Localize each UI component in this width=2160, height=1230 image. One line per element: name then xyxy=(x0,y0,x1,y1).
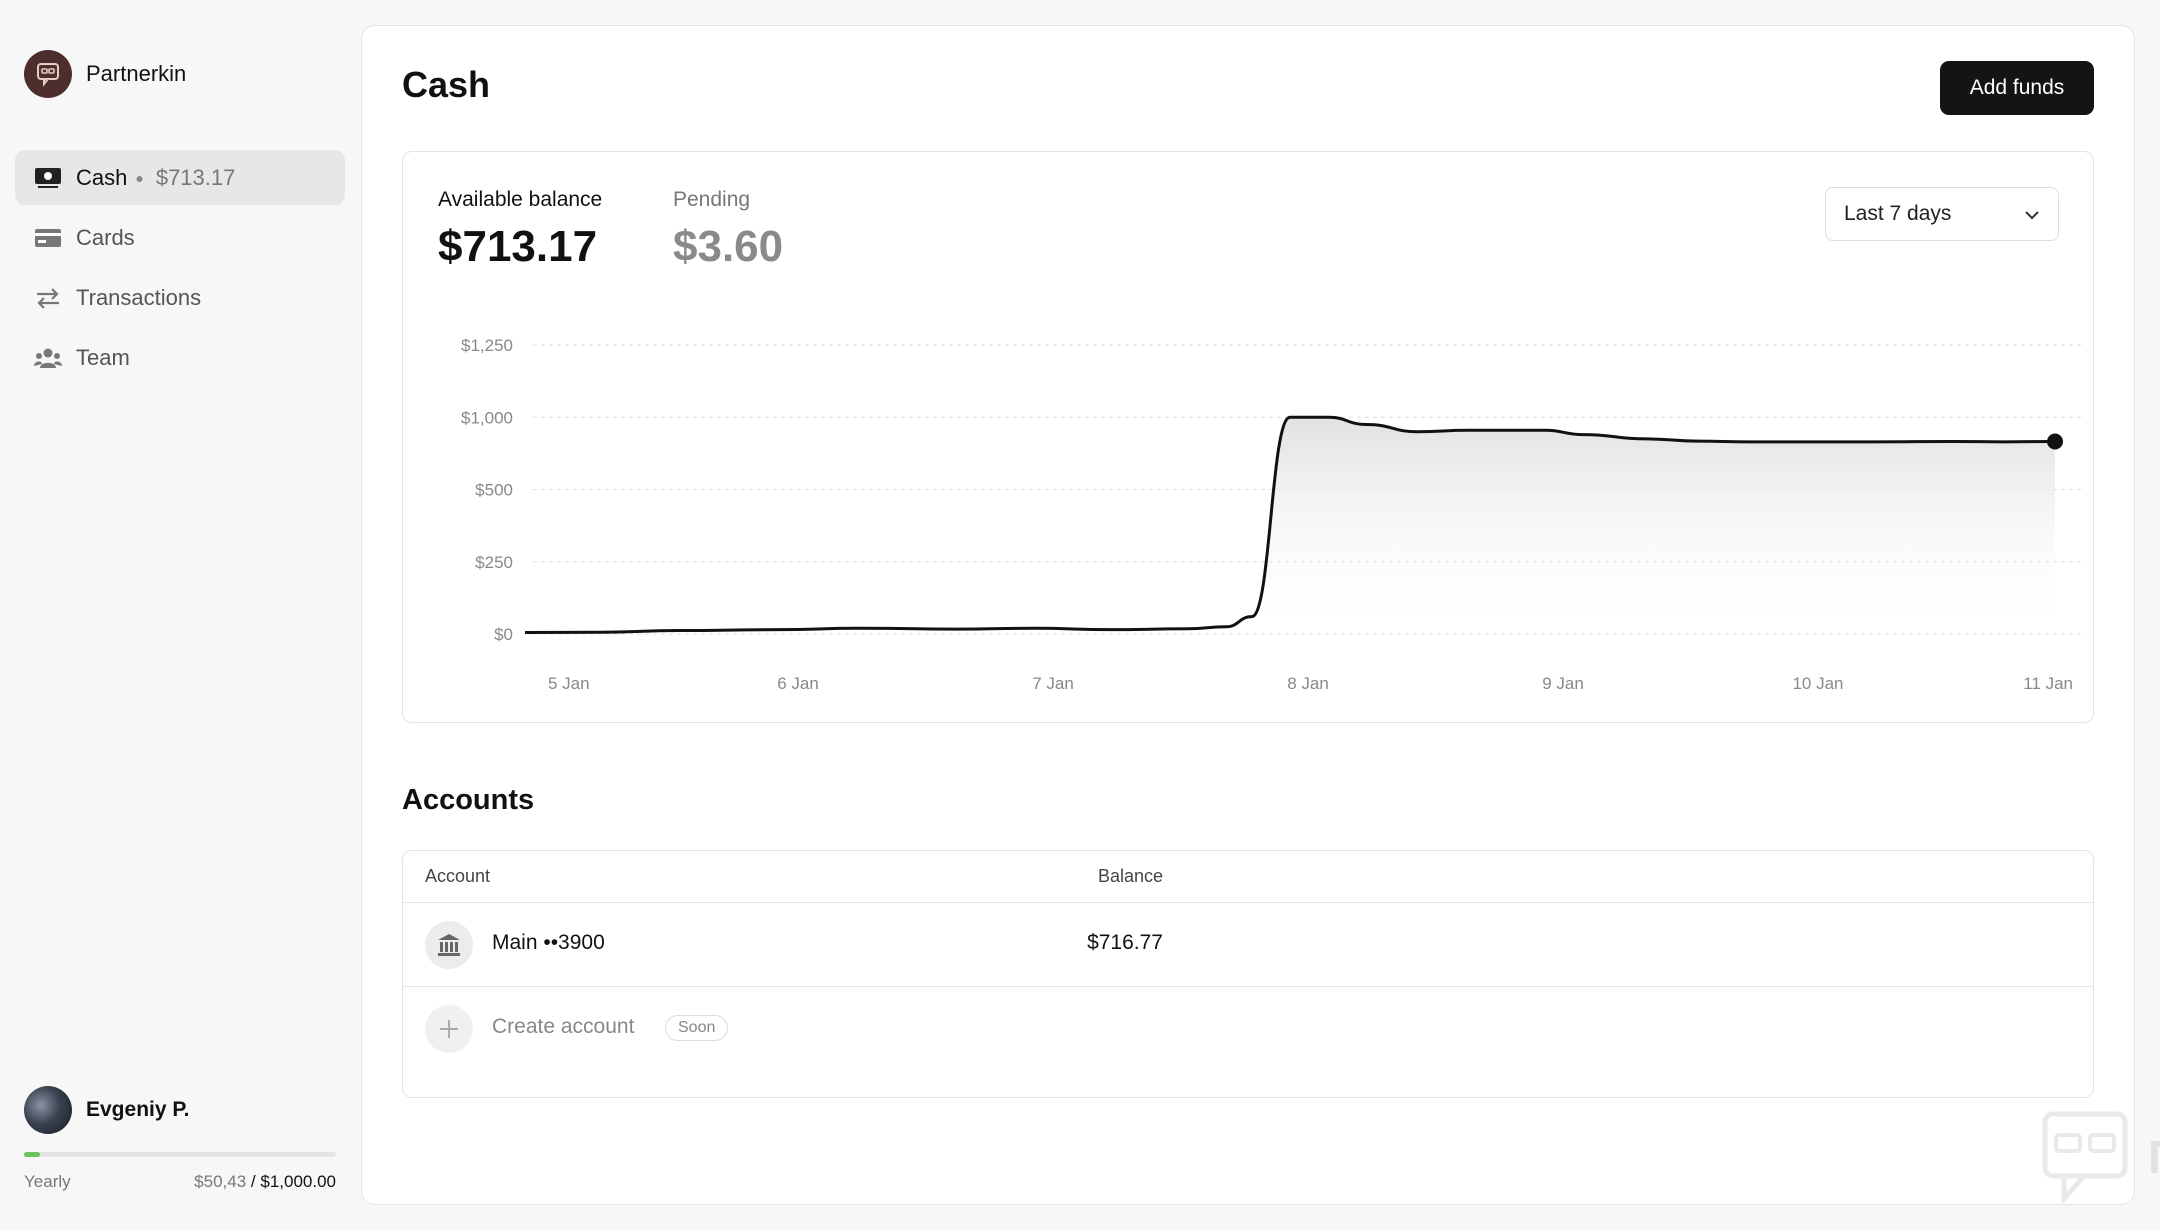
sidebar-item-label: Transactions xyxy=(76,284,202,310)
org-logo-icon xyxy=(24,50,72,98)
sidebar-nav: Cash ● $713.17 Cards Transactions xyxy=(15,150,345,390)
column-header-balance: Balance xyxy=(1097,866,1163,886)
sidebar-item-cash-balance: $713.17 xyxy=(155,164,236,190)
x-tick-label: 9 Jan xyxy=(1542,674,1584,693)
balance-area xyxy=(525,417,2055,634)
sidebar-item-cards[interactable]: Cards xyxy=(15,210,345,265)
x-tick-label: 6 Jan xyxy=(777,674,819,693)
sidebar-item-cash[interactable]: Cash ● $713.17 xyxy=(15,150,345,205)
watermark-text: ПАРТНЕРКИН xyxy=(2148,1130,2160,1184)
pending-value: $3.60 xyxy=(673,222,784,271)
main-panel: Cash Add funds Available balance $713.17… xyxy=(361,25,2160,1205)
y-tick-label: $0 xyxy=(494,625,513,644)
available-balance-value: $713.17 xyxy=(438,222,598,271)
watermark: ПАРТНЕРКИН xyxy=(2042,1111,2160,1203)
sidebar-item-transactions[interactable]: Transactions xyxy=(15,270,345,325)
team-icon xyxy=(34,344,62,372)
plan-label: Yearly xyxy=(24,1172,71,1191)
page-title: Cash xyxy=(402,64,491,105)
sidebar-item-label: Cash xyxy=(76,164,128,190)
sidebar: Partnerkin Cash ● $713.17 xyxy=(0,0,360,1230)
available-balance-label: Available balance xyxy=(438,188,603,211)
x-tick-label: 5 Jan xyxy=(548,674,590,693)
user-name: Evgeniy P. xyxy=(86,1098,190,1121)
avatar xyxy=(24,1086,72,1134)
balance-line xyxy=(524,415,2056,635)
add-funds-button[interactable]: Add funds xyxy=(1940,61,2094,115)
y-tick-label: $1,250 xyxy=(461,336,513,355)
accounts-title: Accounts xyxy=(402,784,535,816)
sidebar-item-label: Cards xyxy=(76,224,135,250)
x-tick-label: 7 Jan xyxy=(1032,674,1074,693)
y-tick-label: $1,000 xyxy=(461,408,513,427)
sidebar-item-label: Team xyxy=(76,344,130,370)
table-row[interactable]: Main ••3900 $716.77 xyxy=(403,903,2093,987)
x-tick-label: 8 Jan xyxy=(1287,674,1329,693)
spend-limit-row: Yearly $50,43 / $1,000.00 xyxy=(24,1172,336,1192)
spent-value: $50,43 xyxy=(194,1172,247,1191)
soon-badge: Soon xyxy=(665,1015,729,1041)
transactions-icon xyxy=(34,284,62,312)
limit-separator: / xyxy=(250,1172,256,1191)
column-header-account: Account xyxy=(425,866,491,886)
cash-icon xyxy=(34,164,62,192)
account-balance: $716.77 xyxy=(1087,931,1163,954)
date-range-value: Last 7 days xyxy=(1844,202,1952,225)
spend-limit-progress xyxy=(24,1152,336,1157)
spend-limit-text: $50,43 / $1,000.00 xyxy=(194,1172,336,1192)
create-account-row[interactable]: Create account Soon xyxy=(403,987,2093,1071)
user-profile[interactable]: Evgeniy P. xyxy=(24,1086,190,1134)
plus-icon xyxy=(425,1005,473,1053)
chevron-down-icon xyxy=(2024,202,2040,226)
account-name: Main ••3900 xyxy=(492,931,605,954)
card-icon xyxy=(34,224,62,252)
bank-icon xyxy=(425,921,473,969)
table-header: Account Balance xyxy=(403,851,2093,903)
spend-limit-progress-fill xyxy=(24,1152,40,1157)
sidebar-item-team[interactable]: Team xyxy=(15,330,345,385)
limit-value: $1,000.00 xyxy=(260,1172,336,1191)
pending-label: Pending xyxy=(673,188,751,211)
balance-card: Available balance $713.17 Pending $3.60 … xyxy=(402,151,2094,723)
org-name: Partnerkin xyxy=(86,61,187,86)
separator-dot: ● xyxy=(135,169,144,186)
last-value-point[interactable] xyxy=(2047,433,2063,450)
create-account-label: Create account xyxy=(492,1015,635,1038)
y-tick-label: $500 xyxy=(475,481,513,500)
org-switcher[interactable]: Partnerkin xyxy=(24,50,186,98)
date-range-select[interactable]: Last 7 days xyxy=(1825,187,2059,241)
cash-balance-chart: $0 $250 $500 $1,000 $1,250 5 Jan 6 Jan 7 Jan 8 J… xyxy=(461,336,2083,693)
x-tick-label: 11 Jan xyxy=(2023,674,2073,693)
x-tick-label: 10 Jan xyxy=(1792,674,1843,693)
accounts-table: Account Balance Main ••3900 $716.77 xyxy=(402,850,2094,1098)
watermark-logo-icon xyxy=(2042,1111,2128,1203)
y-tick-label: $250 xyxy=(475,553,513,572)
